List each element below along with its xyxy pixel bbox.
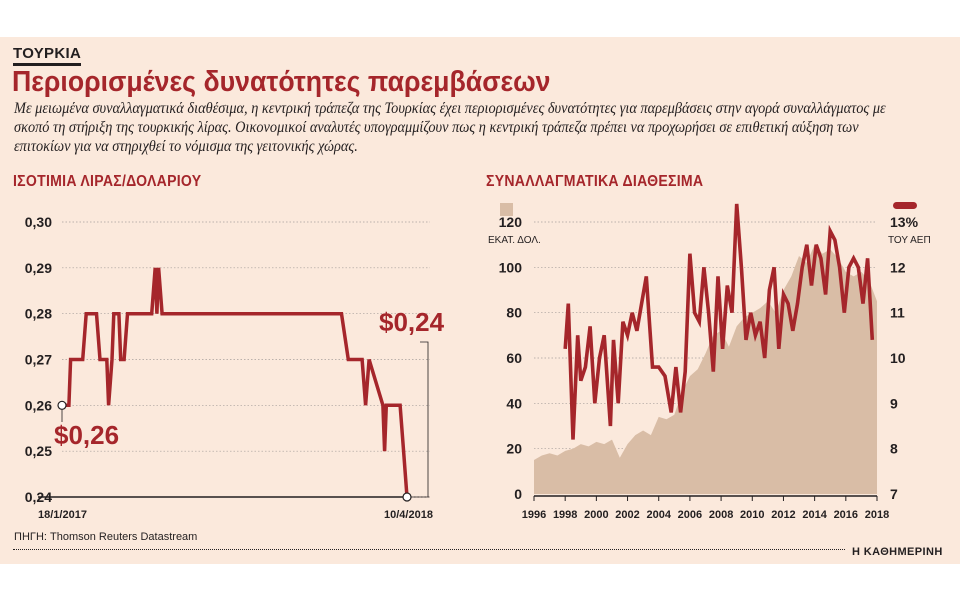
start-value-annotation: $0,26 — [54, 420, 119, 450]
standfirst: Με μειωμένα συναλλαγματικά διαθέσιμα, η … — [14, 100, 886, 155]
left-y-tick-label: 0,28 — [25, 306, 52, 322]
right-x-tick-label: 2000 — [584, 509, 608, 521]
source-note: ΠΗΓΗ: Thomson Reuters Datastream — [14, 531, 198, 543]
left-axis-tick-label: 0 — [514, 486, 522, 502]
right-axis-tick-label: 13% — [890, 214, 919, 230]
section-tag: ΤΟΥΡΚΙΑ — [13, 45, 82, 66]
left-axis-tick-label: 120 — [499, 214, 523, 230]
right-axis-tick-label: 11 — [890, 305, 905, 321]
left-axis-tick-label: 60 — [506, 350, 522, 366]
left-y-tick-label: 0,29 — [25, 260, 52, 276]
right-axis-unit-label: ΤΟΥ ΑΕΠ — [888, 235, 931, 246]
end-annotation-leader — [411, 341, 429, 498]
x-start-date-label: 18/1/2017 — [38, 509, 87, 521]
right-x-tick-label: 2006 — [678, 509, 702, 521]
exchange-rate-line — [62, 267, 409, 498]
left-chart-title: ΙΣΟΤΙΜΙΑ ΛΙΡΑΣ/ΔΟΛΑΡΙΟΥ — [13, 173, 202, 190]
right-x-tick-label: 1998 — [553, 509, 577, 521]
right-axis-tick-label: 10 — [890, 350, 906, 366]
right-x-tick-label: 2012 — [771, 509, 795, 521]
start-point-marker — [57, 400, 67, 410]
right-x-tick-label: 2018 — [865, 509, 889, 521]
left-axis-unit-label: ΕΚΑΤ. ΔΟΛ. — [488, 235, 541, 246]
line-legend-swatch — [893, 202, 917, 209]
right-x-tick-label: 2014 — [802, 509, 827, 521]
end-point-marker — [402, 492, 412, 502]
area-legend-swatch — [500, 203, 513, 216]
right-axis-tick-label: 9 — [890, 395, 898, 411]
left-y-tick-label: 0,25 — [25, 443, 52, 459]
right-axis-tick-label: 12 — [890, 259, 906, 275]
right-x-tick-label: 2004 — [646, 509, 671, 521]
publisher-brand: Η ΚΑΘΗΜΕΡΙΝΗ — [852, 546, 943, 558]
right-axis-tick-label: 8 — [890, 441, 898, 457]
left-y-tick-label: 0,30 — [25, 214, 52, 230]
right-x-tick-label: 2016 — [834, 509, 858, 521]
reserves-gdp-line — [563, 203, 875, 440]
right-axis-tick-label: 7 — [890, 486, 898, 502]
right-x-tick-label: 2008 — [709, 509, 733, 521]
footer-rule — [13, 549, 845, 550]
left-axis-tick-label: 80 — [506, 305, 522, 321]
left-axis-tick-label: 20 — [506, 441, 522, 457]
left-y-tick-label: 0,26 — [25, 397, 52, 413]
x-end-date-label: 10/4/2018 — [384, 509, 433, 521]
reserves-area — [534, 244, 877, 494]
left-y-tick-label: 0,27 — [25, 352, 52, 368]
end-value-annotation: $0,24 — [379, 307, 445, 337]
left-axis-tick-label: 100 — [499, 259, 523, 275]
left-axis-tick-label: 40 — [506, 395, 522, 411]
right-chart-title: ΣΥΝΑΛΛΑΓΜΑΤΙΚΑ ΔΙΑΘΕΣΙΜΑ — [486, 173, 704, 190]
headline: Περιορισμένες δυνατότητες παρεμβάσεων — [12, 66, 551, 98]
right-x-tick-label: 2002 — [615, 509, 639, 521]
right-x-tick-label: 1996 — [522, 509, 546, 521]
right-x-tick-label: 2010 — [740, 509, 764, 521]
